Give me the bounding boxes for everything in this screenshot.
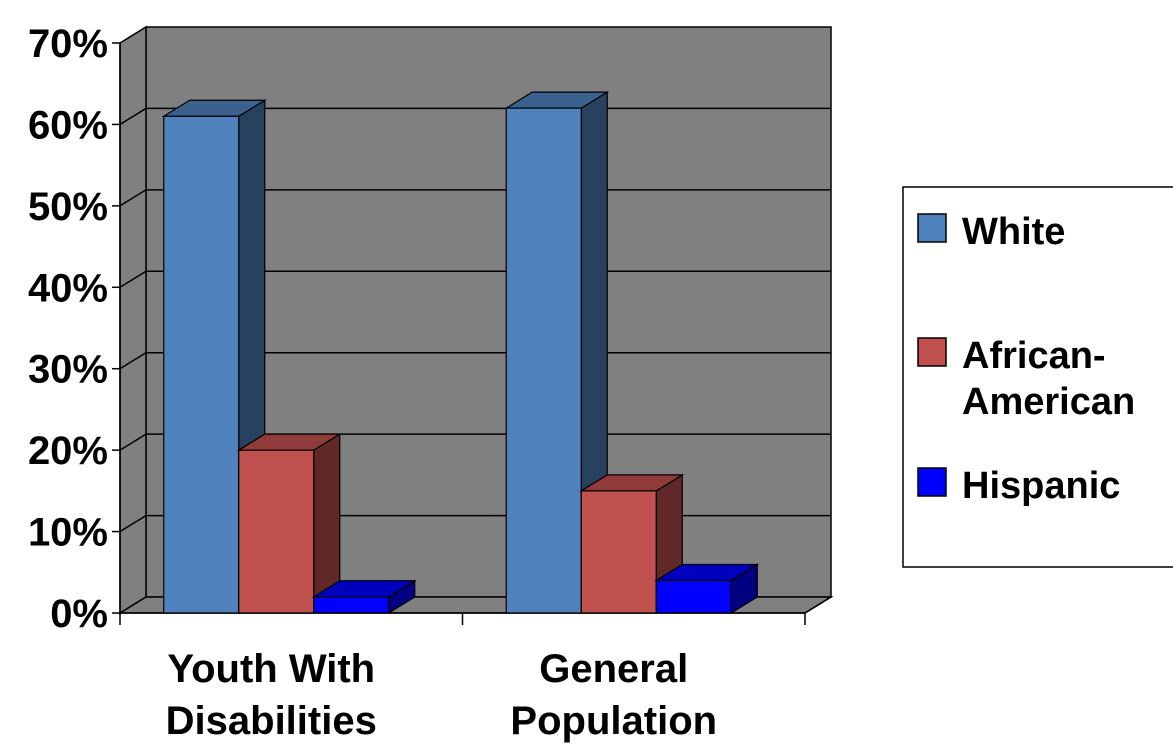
legend-label: African-: [962, 335, 1106, 377]
x-category-label: Population: [510, 699, 717, 743]
x-axis-category-labels: Youth With Disabilities General Population: [166, 647, 717, 743]
legend-label: American: [962, 381, 1135, 423]
legend-swatch: [917, 467, 947, 497]
y-tick-label: 10%: [28, 511, 108, 555]
bar-front: [238, 449, 315, 614]
bar-hispanic-0: [311, 579, 417, 615]
bar-front: [313, 596, 390, 614]
bar-front: [655, 579, 732, 614]
y-axis-tick-labels: 0% 10% 20% 30% 40% 50% 60% 70%: [28, 22, 108, 636]
bar-african-american-1: [579, 473, 685, 615]
bar-front: [580, 490, 657, 614]
bar-series: [161, 91, 760, 615]
y-tick-label: 50%: [28, 185, 108, 229]
y-tick-label: 70%: [28, 22, 108, 66]
legend-swatch: [917, 213, 947, 243]
bar-african-american-0: [236, 433, 342, 615]
x-category-label: Youth With: [167, 647, 375, 691]
bar-front: [505, 107, 582, 614]
y-tick-label: 60%: [28, 103, 108, 147]
legend-swatch: [917, 337, 947, 367]
legend-label: Hispanic: [962, 465, 1120, 507]
side-wall: [119, 25, 147, 615]
bar-hispanic-1: [654, 563, 760, 615]
x-category-label: General: [539, 647, 688, 691]
floor-edge: [804, 596, 832, 614]
legend-label: White: [962, 211, 1065, 253]
bar-front: [163, 115, 240, 614]
x-category-label: Disabilities: [166, 699, 377, 743]
y-tick-label: 30%: [28, 348, 108, 392]
y-tick-label: 40%: [28, 266, 108, 310]
legend-box: [902, 186, 1173, 568]
legend: White African-American Hispanic: [902, 186, 1173, 568]
y-tick-label: 20%: [28, 429, 108, 473]
y-tick-label: 0%: [50, 592, 108, 636]
